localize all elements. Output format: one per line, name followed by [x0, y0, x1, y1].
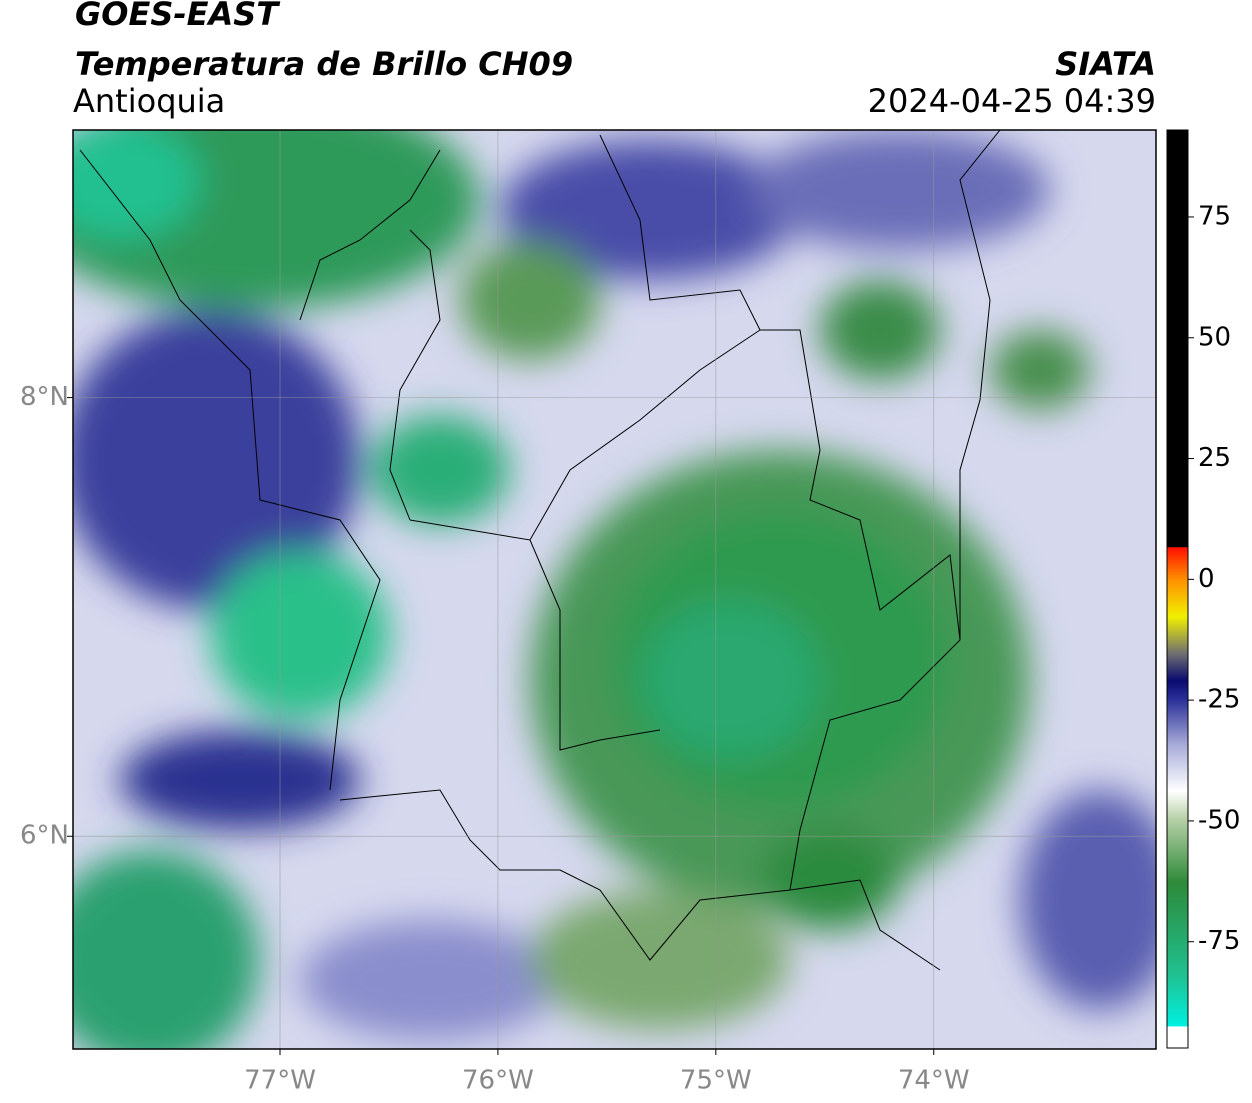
datetime: 2024-04-25 04:39 [868, 82, 1156, 120]
borders [79, 130, 1001, 971]
grid [73, 130, 1156, 1049]
y-tick-label: 6°N [20, 821, 69, 851]
x-tick-label: 75°W [680, 1066, 752, 1096]
satellite-image [73, 130, 1156, 1049]
colorbar-tick-label: -50 [1198, 805, 1240, 835]
x-tick-label: 74°W [898, 1066, 970, 1096]
colorbar-tick-label: 25 [1198, 443, 1231, 473]
colorbar-tick-label: 0 [1198, 564, 1215, 594]
colorbar [1166, 129, 1189, 1049]
colorbar-tick-label: -75 [1198, 926, 1240, 956]
subtitle: Temperatura de Brillo CH09 [75, 45, 573, 83]
colorbar-tick-label: -25 [1198, 685, 1240, 715]
colorbar-tick-label: 50 [1198, 322, 1231, 352]
colorbar-tick-label: 75 [1198, 201, 1231, 231]
title: GOES-EAST [75, 0, 280, 33]
x-tick-label: 77°W [244, 1066, 316, 1096]
source: SIATA [1055, 45, 1156, 83]
x-tick-label: 76°W [462, 1066, 534, 1096]
map-frame [72, 129, 1157, 1050]
y-tick-label: 8°N [20, 382, 69, 412]
region: Antioquia [73, 82, 225, 120]
